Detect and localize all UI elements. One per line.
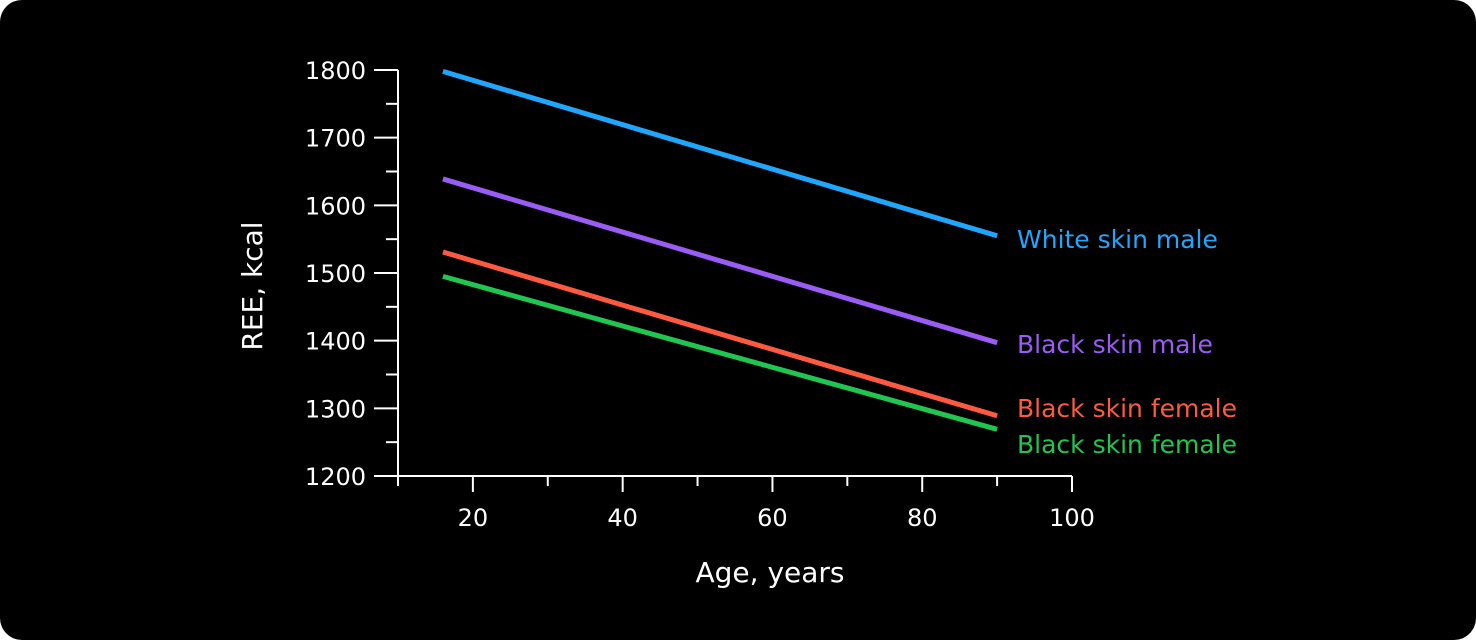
- y-tick-label: 1400: [305, 328, 366, 356]
- x-tick-label: 100: [1049, 504, 1095, 532]
- series-label-4: Black skin female: [1017, 430, 1237, 459]
- y-tick-label: 1700: [305, 125, 366, 153]
- series-label-2: Black skin male: [1017, 330, 1213, 359]
- series-line-2: [442, 176, 998, 346]
- series-line-1: [442, 68, 998, 239]
- y-tick-label: 1200: [305, 463, 366, 491]
- series-label-3: Black skin female: [1017, 394, 1237, 423]
- y-axis-title: REE, kcal: [236, 221, 269, 350]
- y-tick-label: 1800: [305, 57, 366, 85]
- x-axis-title: Age, years: [695, 556, 844, 589]
- axes: 1200 1300 1400 1500 1600 1700 1800 20 40 60 80 100: [305, 57, 1095, 532]
- x-tick-label: 80: [907, 504, 938, 532]
- y-tick-label: 1500: [305, 260, 366, 288]
- y-tick-label: 1300: [305, 395, 366, 423]
- y-tick-label: 1600: [305, 192, 366, 220]
- x-tick-label: 40: [607, 504, 638, 532]
- series-line-4: [442, 273, 998, 432]
- series-line-3: [442, 249, 998, 419]
- x-tick-label: 60: [757, 504, 788, 532]
- series-label-1: White skin male: [1017, 225, 1218, 254]
- series-lines: [442, 68, 998, 432]
- x-tick-label: 20: [458, 504, 489, 532]
- series-labels: White skin male Black skin male Black skin…: [1017, 225, 1237, 459]
